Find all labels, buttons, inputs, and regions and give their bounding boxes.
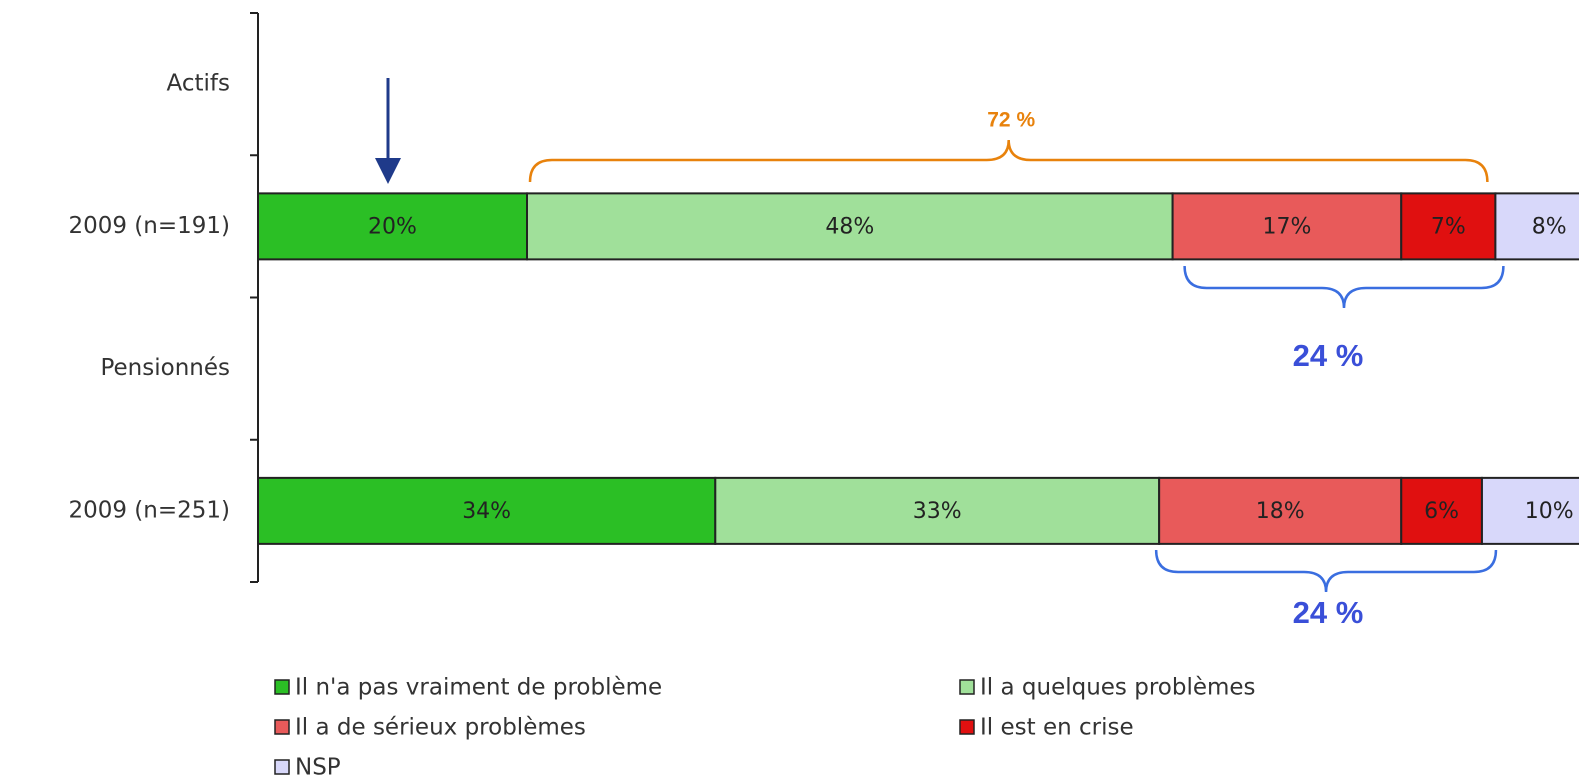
legend-label: Il n'a pas vraiment de problème	[295, 675, 662, 701]
bar-value-label: 10%	[1525, 499, 1574, 524]
legend-swatch	[274, 759, 290, 775]
legend-swatch	[959, 719, 975, 735]
bar-segment	[1494, 192, 1579, 261]
bar-value-label: 33%	[913, 499, 962, 524]
category-label: Pensionnés	[100, 355, 230, 381]
category-label: 2009 (n=251)	[68, 497, 230, 523]
bar-segment	[257, 192, 528, 261]
bar-segment	[714, 476, 1161, 545]
category-label: 2009 (n=191)	[68, 213, 230, 239]
brace	[528, 139, 1489, 183]
arrow-head	[375, 158, 401, 184]
bar-value-label: 7%	[1431, 214, 1466, 239]
bar-segment	[1171, 192, 1403, 261]
brace	[1183, 265, 1505, 309]
annotation: 24 %	[1293, 595, 1364, 630]
bar-segment	[1158, 476, 1403, 545]
legend-label: Il a de sérieux problèmes	[295, 715, 586, 741]
category-label: Actifs	[167, 71, 230, 97]
bar-value-label: 17%	[1262, 214, 1311, 239]
brace	[1154, 549, 1498, 593]
legend-swatch	[959, 679, 975, 695]
bar-segment	[526, 192, 1174, 261]
legend-swatch	[274, 679, 290, 695]
bar-value-label: 20%	[368, 214, 417, 239]
annotation: 24 %	[1293, 338, 1364, 373]
bar-value-label: 48%	[825, 214, 874, 239]
bar-segment	[257, 476, 717, 545]
bar-value-label: 18%	[1256, 499, 1305, 524]
legend-label: NSP	[295, 755, 341, 781]
legend-swatch	[274, 719, 290, 735]
bar-value-label: 34%	[462, 499, 511, 524]
bar-value-label: 8%	[1532, 214, 1567, 239]
bar-value-label: 6%	[1424, 499, 1459, 524]
annotation: 72 %	[987, 109, 1035, 132]
legend-label: Il est en crise	[980, 715, 1134, 741]
bar-segment	[1400, 192, 1497, 261]
bar-segment	[1480, 476, 1579, 545]
legend-label: Il a quelques problèmes	[980, 675, 1256, 701]
